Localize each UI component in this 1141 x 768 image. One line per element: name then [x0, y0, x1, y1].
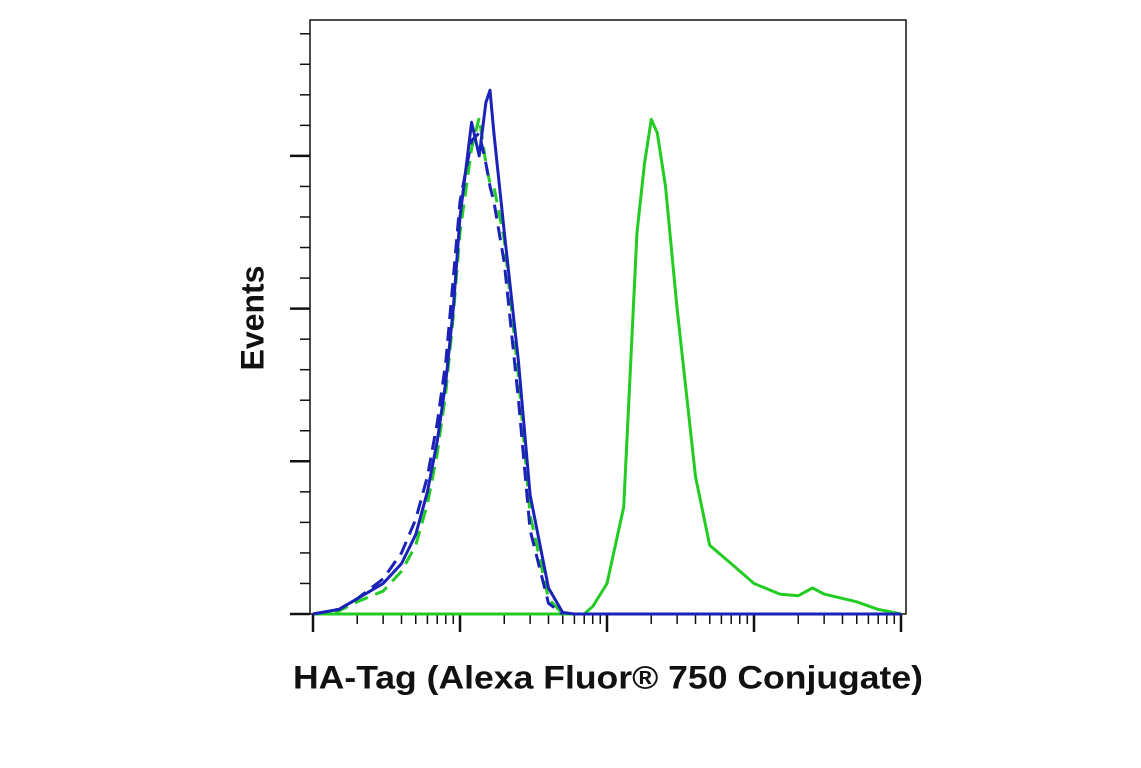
- series-line: [312, 116, 564, 616]
- plot-frame: [309, 19, 907, 615]
- x-axis-label: HA-Tag (Alexa Fluor® 750 Conjugate): [293, 659, 923, 695]
- series-line: [313, 117, 902, 616]
- y-axis-label: Events: [234, 266, 270, 371]
- series-line: [312, 131, 564, 616]
- series-line: [312, 88, 901, 616]
